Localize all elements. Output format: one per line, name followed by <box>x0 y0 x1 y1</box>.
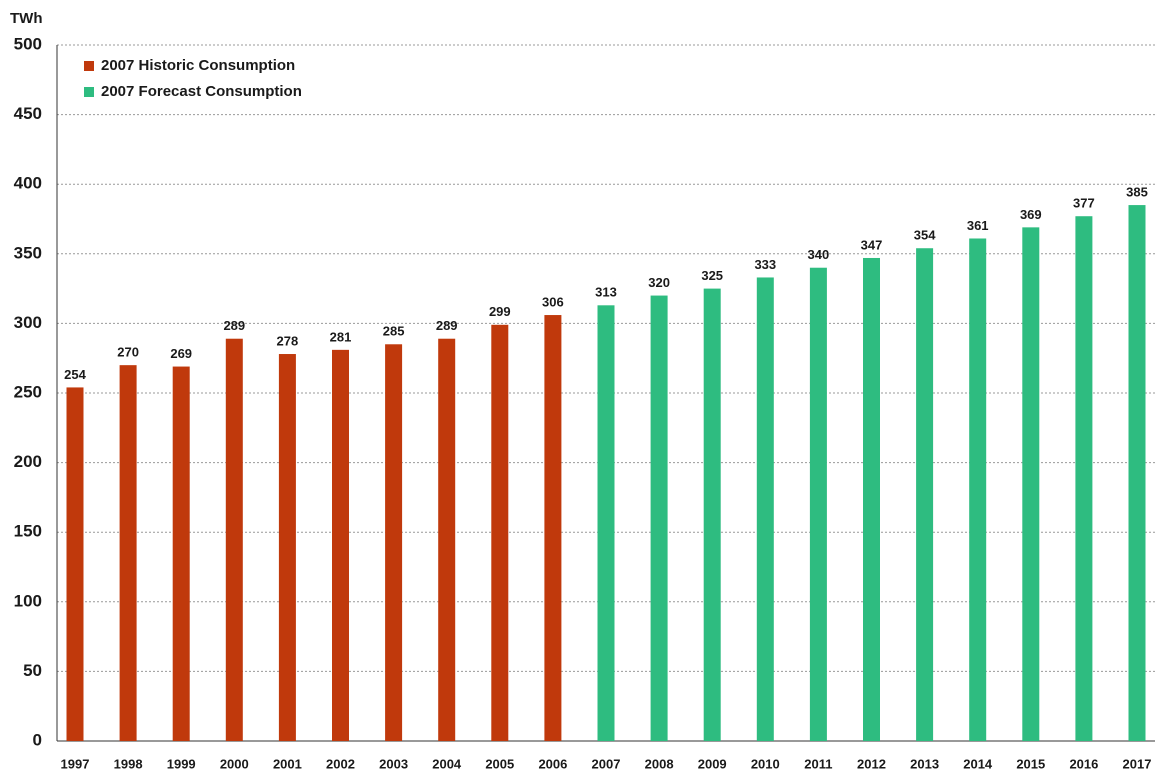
bar <box>225 338 243 741</box>
x-tick-label: 1998 <box>114 756 143 771</box>
data-label: 369 <box>1020 207 1042 222</box>
bar <box>1075 216 1093 741</box>
x-tick-label: 2009 <box>698 756 727 771</box>
y-tick-label: 350 <box>14 243 42 262</box>
bar <box>916 248 934 741</box>
legend-label: 2007 Forecast Consumption <box>101 83 302 100</box>
x-tick-label: 2013 <box>910 756 939 771</box>
bar <box>969 238 987 741</box>
x-tick-label: 2015 <box>1016 756 1045 771</box>
x-tick-label: 2008 <box>645 756 674 771</box>
y-tick-label: 150 <box>14 522 42 541</box>
bar <box>491 324 509 741</box>
x-tick-label: 2001 <box>273 756 302 771</box>
data-label: 333 <box>754 257 776 272</box>
data-label: 385 <box>1126 185 1148 200</box>
y-tick-label: 200 <box>14 452 42 471</box>
y-tick-label: 0 <box>33 730 42 749</box>
bar <box>756 277 774 741</box>
data-label: 285 <box>383 324 405 339</box>
data-label: 320 <box>648 275 670 290</box>
data-label: 340 <box>808 247 830 262</box>
y-tick-label: 50 <box>23 661 42 680</box>
y-axis-label: TWh <box>10 10 42 27</box>
bar <box>278 354 296 741</box>
x-tick-label: 2005 <box>485 756 514 771</box>
bar <box>438 338 456 741</box>
data-label: 347 <box>861 237 883 252</box>
x-tick-label: 2016 <box>1069 756 1098 771</box>
legend-label: 2007 Historic Consumption <box>101 57 295 74</box>
data-label: 313 <box>595 285 617 300</box>
data-label: 354 <box>914 228 936 243</box>
x-tick-label: 2017 <box>1123 756 1152 771</box>
x-tick-label: 2003 <box>379 756 408 771</box>
bar <box>863 257 880 741</box>
bar <box>1022 227 1040 742</box>
data-label: 306 <box>542 294 564 309</box>
x-tick-label: 2014 <box>963 756 993 771</box>
x-tick-label: 1999 <box>167 756 196 771</box>
bar <box>1128 205 1146 741</box>
x-tick-label: 2006 <box>538 756 567 771</box>
legend-swatch <box>84 87 94 97</box>
x-tick-label: 2007 <box>592 756 621 771</box>
y-tick-label: 100 <box>14 591 42 610</box>
data-label: 278 <box>277 333 299 348</box>
data-label: 289 <box>436 318 458 333</box>
x-tick-label: 2010 <box>751 756 780 771</box>
x-tick-label: 2012 <box>857 756 886 771</box>
legend-swatch <box>84 61 94 71</box>
y-tick-label: 300 <box>14 313 42 332</box>
x-tick-label: 1997 <box>61 756 90 771</box>
y-tick-label: 500 <box>14 34 42 53</box>
data-label: 281 <box>330 329 352 344</box>
bar <box>703 288 721 741</box>
data-label: 361 <box>967 218 989 233</box>
data-label: 270 <box>117 345 139 360</box>
x-tick-label: 2000 <box>220 756 249 771</box>
bar <box>172 366 190 741</box>
y-tick-label: 400 <box>14 174 42 193</box>
bar <box>385 344 403 741</box>
data-label: 254 <box>64 367 86 382</box>
bar <box>544 315 562 741</box>
bar <box>332 349 349 741</box>
y-tick-label: 250 <box>14 382 42 401</box>
bar <box>597 305 615 741</box>
data-label: 289 <box>223 318 245 333</box>
bar <box>809 267 827 741</box>
bar <box>119 365 137 741</box>
bar <box>66 387 84 741</box>
data-label: 269 <box>170 346 192 361</box>
bar <box>650 295 668 741</box>
x-tick-label: 2004 <box>432 756 462 771</box>
x-tick-label: 2002 <box>326 756 355 771</box>
data-label: 325 <box>701 268 723 283</box>
data-label: 377 <box>1073 196 1095 211</box>
data-label: 299 <box>489 304 511 319</box>
y-tick-label: 450 <box>14 104 42 123</box>
x-tick-label: 2011 <box>804 756 832 771</box>
